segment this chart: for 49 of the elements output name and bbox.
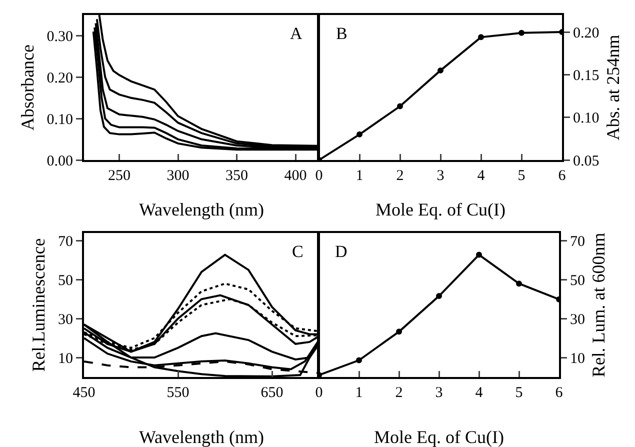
y-tick-label: 70 <box>58 234 73 250</box>
annotation: B <box>336 24 348 43</box>
x-tick-label: 550 <box>166 385 190 401</box>
y-tick-label: 50 <box>58 272 73 289</box>
y2-tick-label: 0.10 <box>573 110 600 127</box>
x-tick-label: 4 <box>475 385 484 401</box>
x-tick-label: 400 <box>284 168 307 184</box>
x-tick-label: 3 <box>435 385 443 401</box>
y2-axis-title: Abs. at 254nm <box>602 34 623 140</box>
y2-axis-title: Rel. Lum. at 600nm <box>588 232 609 378</box>
x-tick-label: 350 <box>226 168 248 184</box>
x-tick-label: 2 <box>396 168 404 184</box>
y-tick-label: 30 <box>58 312 73 328</box>
x-axis-title: Mole Eq. of Cu(I) <box>376 200 506 220</box>
annotation: A <box>290 24 303 43</box>
y-axis-title: Absorbance <box>17 44 38 130</box>
x-tick-label: 1 <box>356 168 364 184</box>
x-tick-label: 6 <box>558 168 566 184</box>
y2-tick-label: 0.05 <box>573 153 600 170</box>
y-tick-label: 0.30 <box>46 28 73 45</box>
x-tick-label: 4 <box>477 168 486 184</box>
y-axis-title: Rel.Luminescence <box>28 238 49 372</box>
x-axis-title: Mole Eq. of Cu(I) <box>374 427 504 447</box>
x-tick-label: 450 <box>72 385 96 401</box>
x-tick-label: 0 <box>315 168 323 184</box>
annotation: D <box>335 242 348 261</box>
x-tick-label: 0 <box>315 385 323 401</box>
y2-tick-label: 0.20 <box>573 25 600 42</box>
y2-tick-label: 50 <box>570 272 585 289</box>
x-tick-label: 2 <box>395 385 403 401</box>
x-axis-title: Wavelength (nm) <box>138 200 264 220</box>
y2-tick-label: 30 <box>570 312 585 328</box>
x-tick-label: 250 <box>108 168 130 184</box>
x-tick-label: 5 <box>518 168 526 184</box>
x-tick-label: 1 <box>355 385 363 401</box>
y-tick-label: 0.20 <box>46 70 73 86</box>
x-tick-label: 5 <box>515 385 523 401</box>
y-tick-label: 0.10 <box>46 112 73 128</box>
x-tick-label: 650 <box>260 385 284 401</box>
y-tick-label: 10 <box>58 350 73 367</box>
x-tick-label: 6 <box>555 385 564 401</box>
y2-tick-label: 10 <box>570 350 585 367</box>
x-tick-label: 300 <box>166 168 190 184</box>
y2-tick-label: 70 <box>570 234 585 250</box>
y-tick-label: 0.00 <box>46 153 73 170</box>
x-axis-title: Wavelength (nm) <box>138 427 264 447</box>
y2-tick-label: 0.15 <box>573 68 600 84</box>
x-tick-label: 3 <box>436 168 444 184</box>
annotation: C <box>292 242 304 261</box>
